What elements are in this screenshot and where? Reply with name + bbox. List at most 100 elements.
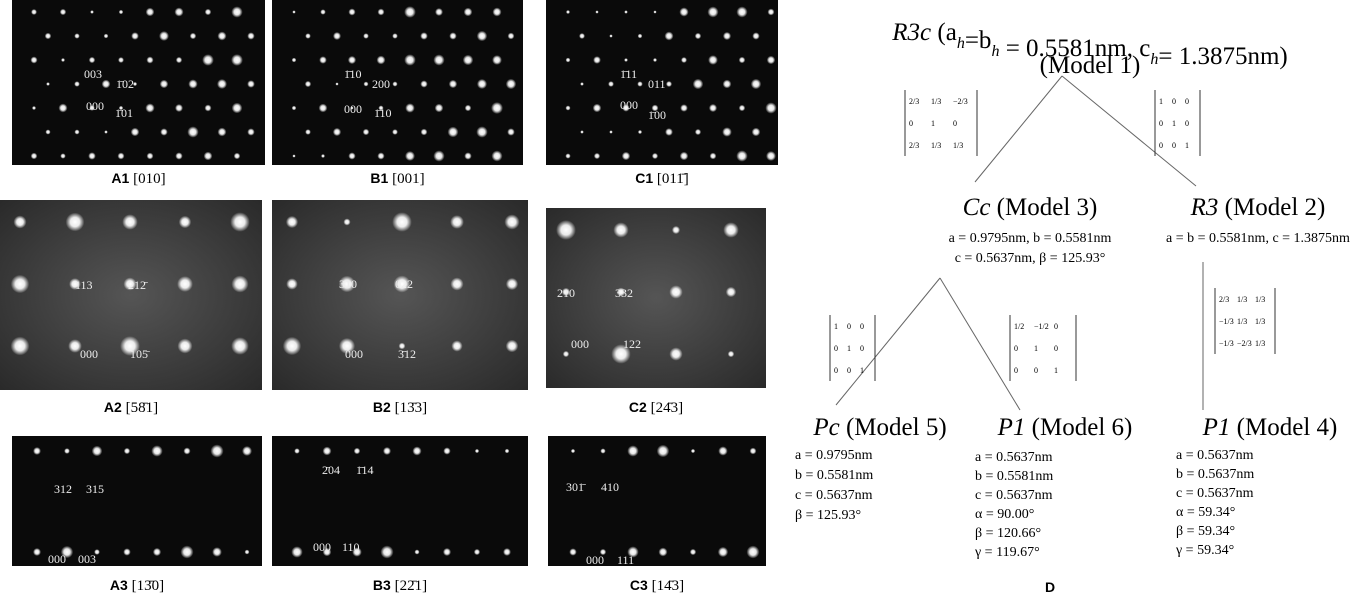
panel-caption: C1 [011̄] <box>635 170 689 187</box>
spot <box>74 129 79 134</box>
spot <box>420 32 428 40</box>
spot <box>218 32 227 41</box>
spot <box>151 445 162 456</box>
spot <box>693 79 704 90</box>
spot <box>335 82 338 85</box>
spot <box>124 448 130 454</box>
spot <box>175 152 182 159</box>
spot <box>333 128 341 136</box>
spot <box>679 7 688 16</box>
matrix-entry: 0 <box>1172 141 1176 150</box>
spot-index: 000 <box>571 337 589 351</box>
lattice-param: a = 0.9795nm, b = 0.5581nm <box>949 231 1112 246</box>
spot <box>443 548 451 556</box>
spot <box>476 126 487 137</box>
spot-index: 113 <box>75 278 93 292</box>
matrix-entry: 1 <box>860 366 864 375</box>
spot <box>665 32 674 41</box>
spot <box>665 128 673 136</box>
node-title: R3 (Model 2) <box>1190 194 1326 221</box>
spot <box>64 448 70 454</box>
spot <box>59 104 68 113</box>
pattern-image <box>12 0 265 165</box>
spot <box>580 82 584 86</box>
matrix-entry: 0 <box>1159 141 1163 150</box>
spot-index: 332 <box>615 286 633 300</box>
spot <box>506 278 518 290</box>
spot-index: 210 <box>557 286 575 300</box>
spot <box>420 80 427 87</box>
panel-label: A3 <box>110 577 128 593</box>
space-group: P1 <box>997 414 1026 441</box>
matrix-entry: 0 <box>860 344 864 353</box>
spot <box>292 154 295 157</box>
spot <box>563 351 569 357</box>
panel-caption: C3 [14̄3] <box>630 577 684 594</box>
spot <box>174 7 183 16</box>
spot <box>123 548 130 555</box>
matrix-entry: 0 <box>1159 119 1163 128</box>
lattice-param: b = 0.5581nm <box>975 469 1053 484</box>
spot <box>657 445 670 458</box>
spot <box>231 6 242 17</box>
spot <box>363 129 370 136</box>
spot <box>593 104 602 113</box>
spot <box>609 34 612 37</box>
spot <box>348 56 356 64</box>
spot <box>728 351 734 357</box>
spot <box>566 10 570 14</box>
spot-index: 022 <box>395 277 413 291</box>
spot <box>305 81 311 87</box>
spot <box>571 449 575 453</box>
matrix-entry: 1 <box>847 344 851 353</box>
spot <box>608 81 614 87</box>
spot <box>66 213 85 232</box>
matrix-entry: 1/3 <box>1255 317 1265 326</box>
spot <box>190 33 196 39</box>
spot-index: 2̄04 <box>322 463 340 477</box>
spot <box>348 152 355 159</box>
spot <box>33 447 41 455</box>
spot <box>627 445 638 456</box>
spot <box>449 80 457 88</box>
spot <box>45 33 52 40</box>
spot <box>292 106 297 111</box>
spot <box>179 216 191 228</box>
zone-axis: [13̄3] <box>395 400 428 416</box>
spot <box>506 79 516 89</box>
subscript: h <box>957 35 965 52</box>
transform-matrix: 2/31/31/3−1/31/31/3−1/3−2/31/3 <box>1215 288 1275 354</box>
spot-index: 000 <box>48 552 66 566</box>
spot <box>292 10 295 13</box>
diffraction-pattern: 210332000122 <box>546 208 766 388</box>
space-group: R3 <box>1190 194 1219 221</box>
spot <box>404 6 416 18</box>
panel-label: C3 <box>630 577 648 593</box>
spot-index: 000 <box>80 347 98 361</box>
model: (Model 5) <box>846 414 947 441</box>
spot <box>212 547 222 557</box>
spot-index: 000 <box>345 347 363 361</box>
spot <box>181 546 194 559</box>
spot <box>448 127 459 138</box>
spot-index: 310 <box>339 277 357 291</box>
spot <box>153 548 161 556</box>
spot <box>579 33 585 39</box>
model: (Model 4) <box>1237 414 1338 441</box>
spot <box>131 32 139 40</box>
panel-caption: B1 [001] <box>370 170 424 187</box>
spot <box>392 212 412 232</box>
diffraction-pattern: 0031̄020001̄01 <box>12 0 265 165</box>
spot <box>348 8 355 15</box>
spot <box>119 10 123 14</box>
lattice-text: =b <box>965 27 992 54</box>
space-group: Cc <box>963 194 991 221</box>
space-group: Pc <box>812 414 839 441</box>
spot <box>202 54 214 66</box>
panel-label: C1 <box>635 170 653 186</box>
spot <box>183 447 190 454</box>
matrix-entry: 1/3 <box>953 141 963 150</box>
spot <box>433 150 444 161</box>
spot <box>392 129 398 135</box>
spot <box>247 80 255 88</box>
